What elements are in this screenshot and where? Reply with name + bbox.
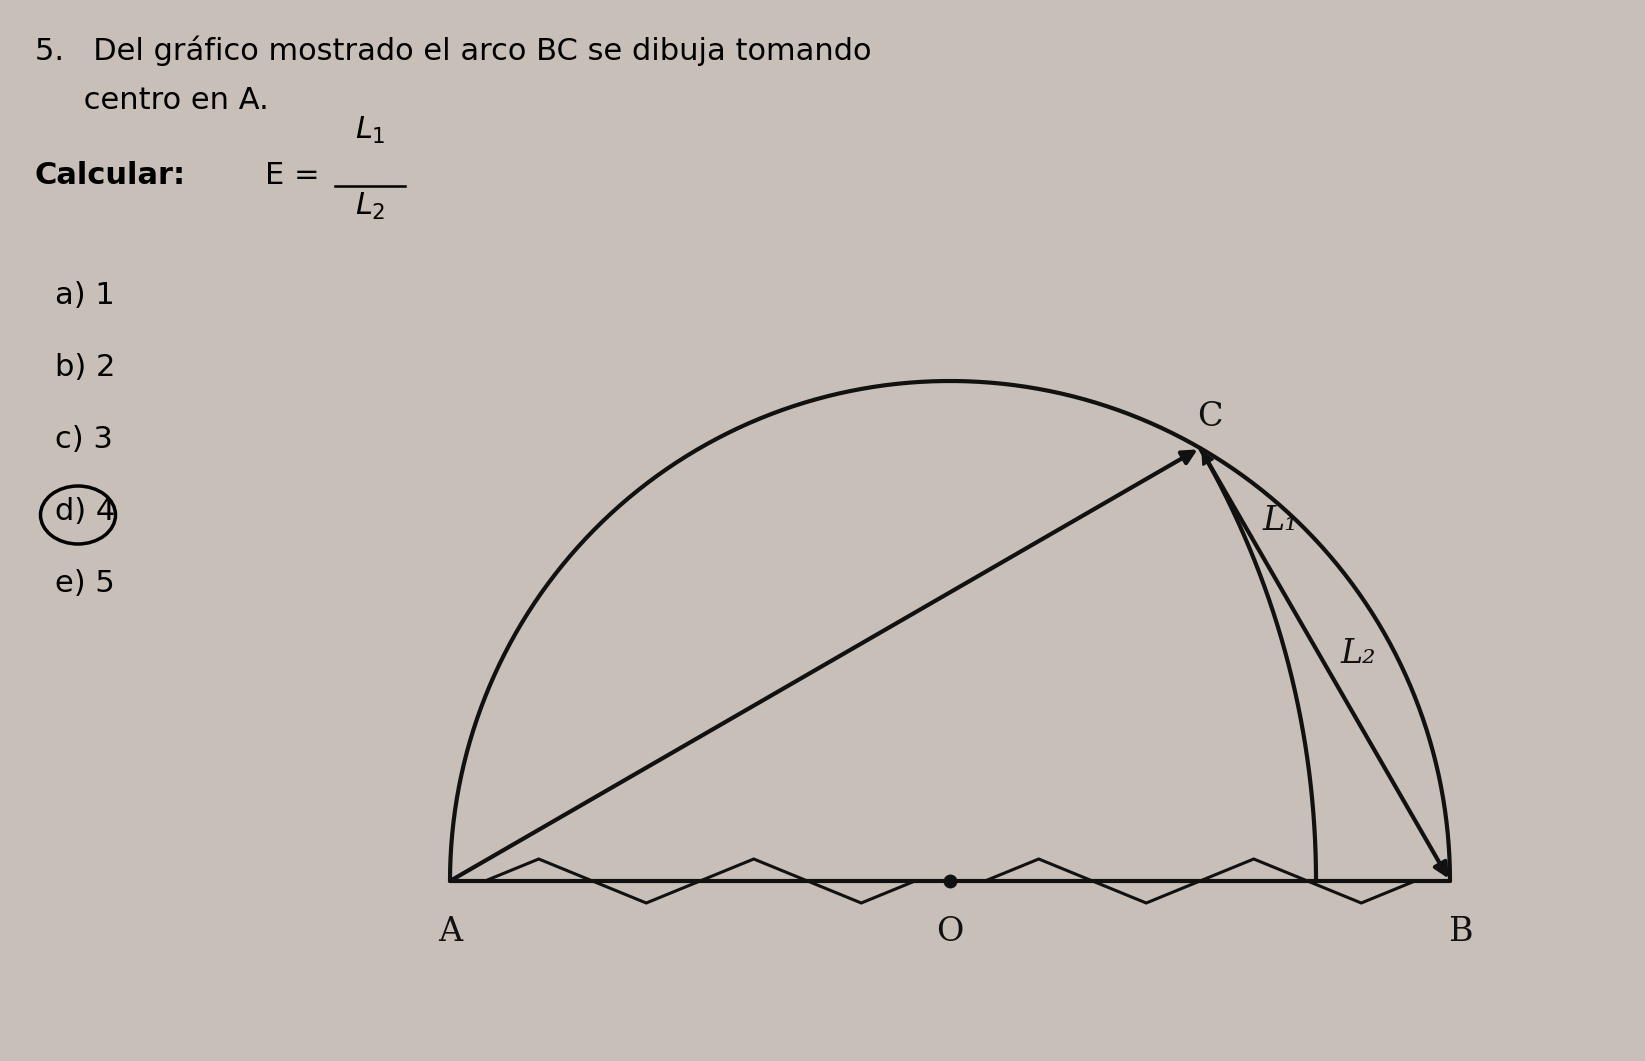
Text: Calcular:: Calcular: <box>35 161 186 190</box>
Text: C: C <box>1198 401 1222 433</box>
Text: $L_2$: $L_2$ <box>355 191 385 222</box>
Text: 5.   Del gráfico mostrado el arco BC se dibuja tomando: 5. Del gráfico mostrado el arco BC se di… <box>35 36 872 67</box>
Text: centro en A.: centro en A. <box>35 86 268 115</box>
Text: c) 3: c) 3 <box>54 425 114 454</box>
Text: e) 5: e) 5 <box>54 569 115 598</box>
Text: $L_1$: $L_1$ <box>355 115 385 146</box>
Text: d) 4: d) 4 <box>54 497 115 526</box>
Text: L₁: L₁ <box>1262 505 1298 537</box>
Text: A: A <box>438 916 462 947</box>
Text: L₂: L₂ <box>1341 639 1375 671</box>
Text: E =: E = <box>265 161 319 190</box>
Text: O: O <box>936 916 964 947</box>
Text: B: B <box>1448 916 1472 947</box>
Text: a) 1: a) 1 <box>54 281 115 310</box>
Text: b) 2: b) 2 <box>54 353 115 382</box>
